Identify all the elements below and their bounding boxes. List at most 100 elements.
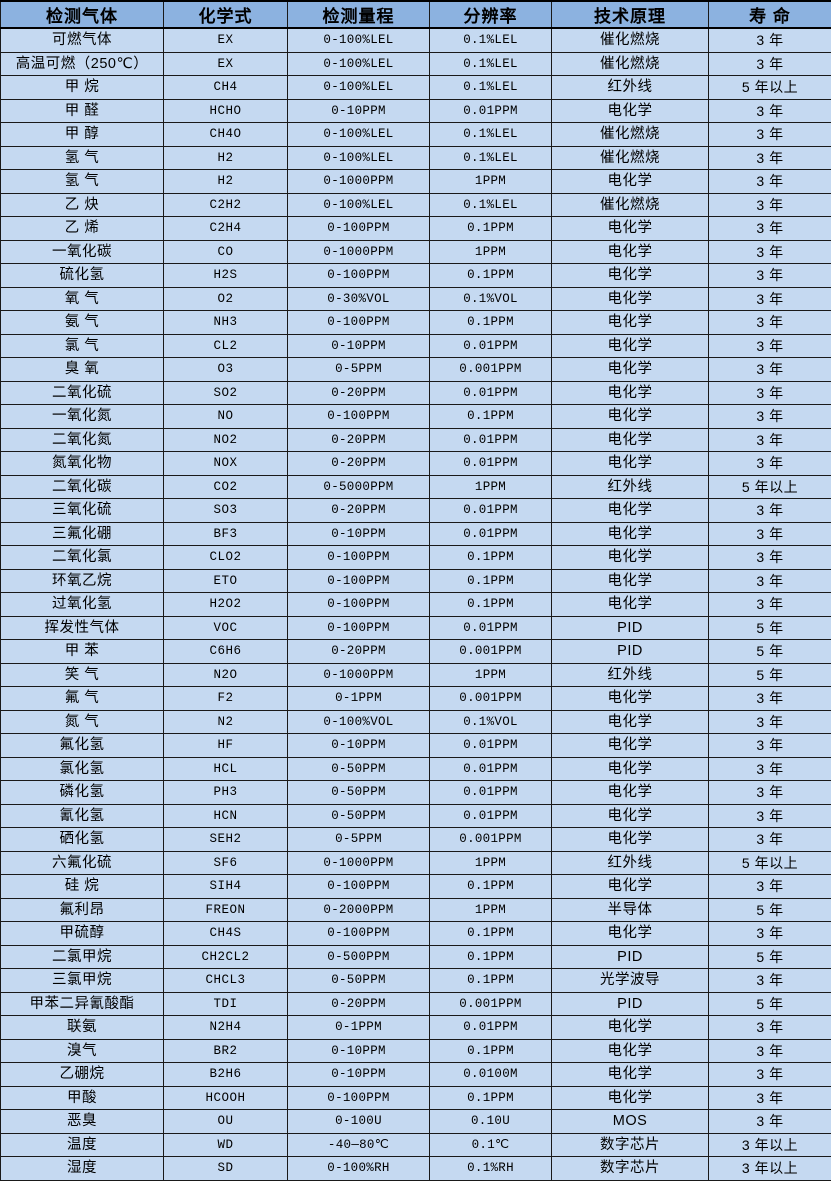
- cell-technology-principle: 电化学: [552, 522, 709, 546]
- cell-technology-principle: 电化学: [552, 217, 709, 241]
- cell-technology-principle: 电化学: [552, 710, 709, 734]
- cell-resolution: 0.01PPM: [430, 616, 552, 640]
- cell-technology-principle: 数字芯片: [552, 1133, 709, 1157]
- cell-technology-principle: 光学波导: [552, 969, 709, 993]
- cell-detection-range: 0-100PPM: [288, 593, 430, 617]
- cell-resolution: 0.1%LEL: [430, 146, 552, 170]
- cell-detection-range: 0-20PPM: [288, 381, 430, 405]
- cell-technology-principle: 红外线: [552, 76, 709, 100]
- cell-detection-range: 0-50PPM: [288, 969, 430, 993]
- cell-detection-range: 0-30%VOL: [288, 287, 430, 311]
- cell-chemical-formula: SO3: [164, 499, 288, 523]
- cell-chemical-formula: CH4S: [164, 922, 288, 946]
- cell-lifetime: 3 年: [709, 381, 831, 405]
- cell-resolution: 0.01PPM: [430, 99, 552, 123]
- cell-gas-name: 臭 氧: [1, 358, 164, 382]
- cell-detection-range: 0-20PPM: [288, 640, 430, 664]
- cell-gas-name: 甲 醇: [1, 123, 164, 147]
- cell-gas-name: 氯化氢: [1, 757, 164, 781]
- cell-gas-name: 磷化氢: [1, 781, 164, 805]
- cell-resolution: 0.1℃: [430, 1133, 552, 1157]
- cell-gas-name: 二氧化碳: [1, 475, 164, 499]
- cell-technology-principle: 电化学: [552, 922, 709, 946]
- cell-lifetime: 3 年: [709, 123, 831, 147]
- cell-lifetime: 3 年: [709, 264, 831, 288]
- cell-lifetime: 3 年: [709, 287, 831, 311]
- cell-chemical-formula: TDI: [164, 992, 288, 1016]
- cell-detection-range: 0-10PPM: [288, 334, 430, 358]
- cell-technology-principle: 电化学: [552, 311, 709, 335]
- cell-technology-principle: 电化学: [552, 358, 709, 382]
- cell-detection-range: 0-100PPM: [288, 546, 430, 570]
- cell-gas-name: 乙 炔: [1, 193, 164, 217]
- cell-technology-principle: 电化学: [552, 875, 709, 899]
- column-header-formula: 化学式: [164, 1, 288, 28]
- cell-technology-principle: 电化学: [552, 757, 709, 781]
- cell-lifetime: 3 年: [709, 1016, 831, 1040]
- cell-chemical-formula: B2H6: [164, 1063, 288, 1087]
- cell-chemical-formula: OU: [164, 1110, 288, 1134]
- column-header-range: 检测量程: [288, 1, 430, 28]
- cell-chemical-formula: H2S: [164, 264, 288, 288]
- cell-gas-name: 氨 气: [1, 311, 164, 335]
- cell-gas-name: 氢 气: [1, 170, 164, 194]
- cell-lifetime: 3 年: [709, 757, 831, 781]
- cell-gas-name: 高温可燃（250℃）: [1, 52, 164, 76]
- cell-resolution: 0.001PPM: [430, 687, 552, 711]
- cell-detection-range: 0-100PPM: [288, 1086, 430, 1110]
- cell-chemical-formula: H2: [164, 170, 288, 194]
- cell-technology-principle: 电化学: [552, 428, 709, 452]
- cell-detection-range: 0-100PPM: [288, 217, 430, 241]
- cell-detection-range: -40—80℃: [288, 1133, 430, 1157]
- cell-detection-range: 0-5PPM: [288, 358, 430, 382]
- cell-technology-principle: 红外线: [552, 475, 709, 499]
- cell-chemical-formula: CO: [164, 240, 288, 264]
- cell-detection-range: 0-20PPM: [288, 992, 430, 1016]
- cell-technology-principle: 红外线: [552, 851, 709, 875]
- cell-lifetime: 3 年: [709, 593, 831, 617]
- cell-detection-range: 0-1000PPM: [288, 170, 430, 194]
- cell-chemical-formula: HCN: [164, 804, 288, 828]
- cell-chemical-formula: EX: [164, 52, 288, 76]
- cell-detection-range: 0-100%RH: [288, 1157, 430, 1181]
- cell-technology-principle: PID: [552, 992, 709, 1016]
- cell-technology-principle: 数字芯片: [552, 1157, 709, 1181]
- cell-chemical-formula: FREON: [164, 898, 288, 922]
- cell-chemical-formula: C2H4: [164, 217, 288, 241]
- cell-resolution: 0.1%LEL: [430, 76, 552, 100]
- cell-lifetime: 3 年: [709, 569, 831, 593]
- cell-lifetime: 3 年: [709, 734, 831, 758]
- cell-lifetime: 3 年: [709, 710, 831, 734]
- cell-technology-principle: 电化学: [552, 170, 709, 194]
- cell-lifetime: 3 年: [709, 28, 831, 52]
- cell-lifetime: 5 年: [709, 898, 831, 922]
- cell-chemical-formula: HCOOH: [164, 1086, 288, 1110]
- cell-technology-principle: 电化学: [552, 1086, 709, 1110]
- cell-gas-name: 溴气: [1, 1039, 164, 1063]
- cell-lifetime: 3 年: [709, 499, 831, 523]
- cell-lifetime: 3 年以上: [709, 1157, 831, 1181]
- cell-gas-name: 甲 苯: [1, 640, 164, 664]
- cell-lifetime: 3 年: [709, 969, 831, 993]
- cell-lifetime: 3 年: [709, 405, 831, 429]
- cell-detection-range: 0-50PPM: [288, 781, 430, 805]
- cell-detection-range: 0-10PPM: [288, 1039, 430, 1063]
- cell-chemical-formula: N2: [164, 710, 288, 734]
- cell-chemical-formula: CH2CL2: [164, 945, 288, 969]
- cell-resolution: 0.10U: [430, 1110, 552, 1134]
- cell-detection-range: 0-100%VOL: [288, 710, 430, 734]
